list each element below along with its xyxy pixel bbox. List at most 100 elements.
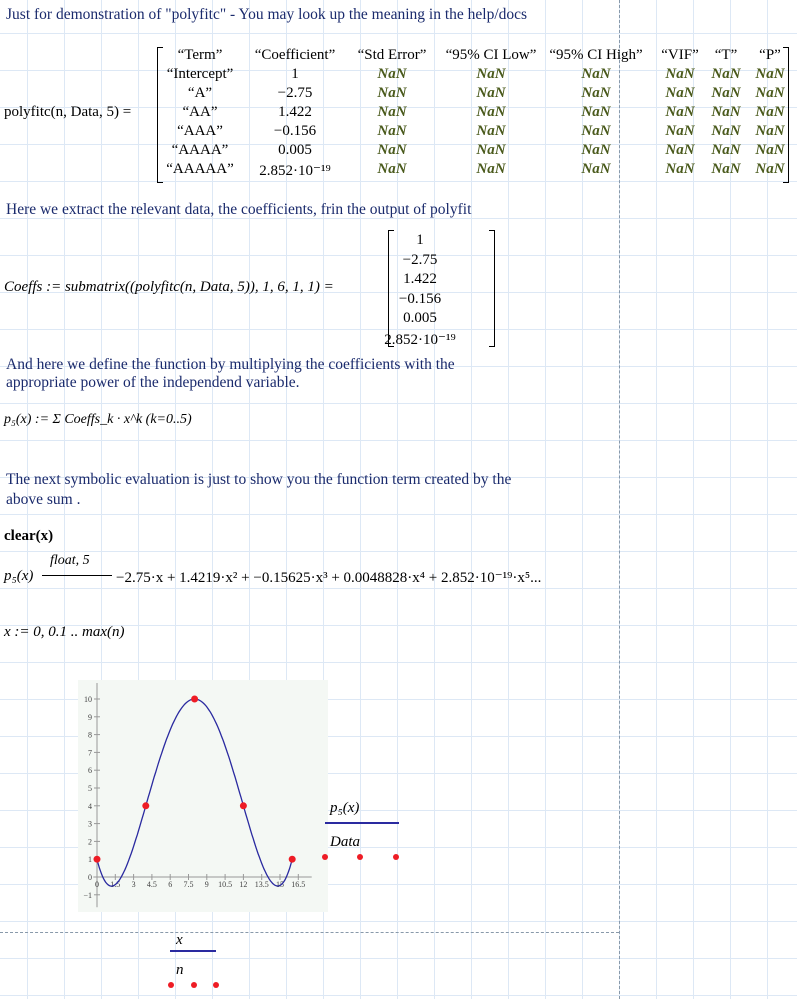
matrix-bracket-left — [157, 47, 163, 183]
data-point — [142, 802, 150, 810]
matrix-cell: NaN — [711, 85, 741, 101]
matrix-cell: NaN — [377, 142, 407, 158]
y-tick-label: 5 — [88, 784, 92, 793]
legend-x-line — [170, 950, 216, 952]
matrix-cell: 2.852·10⁻¹⁹ — [259, 163, 331, 179]
symbolic-text-2: above sum . — [6, 491, 81, 508]
matrix-cell: NaN — [581, 161, 611, 177]
data-point — [191, 695, 199, 703]
data-point — [93, 855, 101, 863]
matrix-cell: NaN — [755, 85, 785, 101]
matrix-header: “Std Error” — [357, 47, 427, 63]
x-tick-label: 15 — [276, 880, 284, 889]
legend-markers-data — [322, 854, 399, 860]
x-tick-label: 10.5 — [218, 880, 232, 889]
x-tick-label: 0 — [95, 880, 99, 889]
matrix-cell: NaN — [711, 142, 741, 158]
x-tick-label: 12 — [239, 880, 247, 889]
matrix-cell: NaN — [755, 142, 785, 158]
matrix-cell: NaN — [581, 66, 611, 82]
polyfitc-expression[interactable]: polyfitc(n, Data, 5) = — [4, 104, 132, 120]
x-tick-label: 9 — [205, 880, 209, 889]
p5-definition[interactable]: p₅(x) := Σ Coeffs_k · x^k (k=0..5) — [4, 412, 192, 427]
matrix-cell: NaN — [711, 66, 741, 82]
matrix-cell: NaN — [665, 123, 695, 139]
coeffs-value: 0.005 — [403, 310, 437, 326]
matrix-cell: NaN — [711, 104, 741, 120]
matrix-header: “P” — [759, 47, 781, 63]
clear-command[interactable]: clear(x) — [4, 528, 54, 544]
matrix-cell: NaN — [581, 123, 611, 139]
coeffs-value: 1.422 — [403, 271, 437, 287]
symbolic-arrow — [42, 575, 112, 576]
matrix-cell: NaN — [665, 104, 695, 120]
matrix-cell: “A” — [187, 85, 213, 101]
range-definition[interactable]: x := 0, 0.1 .. max(n) — [4, 624, 125, 640]
matrix-cell: NaN — [476, 85, 506, 101]
matrix-cell: NaN — [665, 161, 695, 177]
extract-text: Here we extract the relevant data, the c… — [6, 201, 472, 218]
matrix-header: “95% CI High” — [549, 47, 643, 63]
coeffs-bracket-left — [388, 230, 394, 347]
matrix-cell: 0.005 — [278, 142, 312, 158]
matrix-cell: NaN — [377, 104, 407, 120]
y-tick-label: 7 — [88, 748, 92, 757]
matrix-cell: NaN — [476, 66, 506, 82]
matrix-cell: NaN — [377, 66, 407, 82]
y-tick-label: 9 — [88, 713, 92, 722]
legend-x[interactable]: x — [176, 932, 183, 948]
matrix-cell: NaN — [377, 161, 407, 177]
data-point — [288, 855, 296, 863]
matrix-cell: “AAAA” — [171, 142, 229, 158]
matrix-cell: “AA” — [182, 104, 218, 120]
y-tick-label: 2 — [88, 837, 92, 846]
matrix-header: “Coefficient” — [254, 47, 336, 63]
matrix-cell: −0.156 — [273, 123, 317, 139]
matrix-cell: NaN — [755, 104, 785, 120]
coeffs-value: 2.852·10⁻¹⁹ — [384, 331, 456, 348]
page-boundary-horizontal — [0, 932, 619, 933]
legend-x2[interactable]: n — [176, 962, 184, 978]
matrix-cell: NaN — [665, 142, 695, 158]
y-tick-label: 3 — [88, 820, 92, 829]
define-text-2: appropriate power of the independend var… — [6, 374, 300, 391]
matrix-cell: NaN — [581, 142, 611, 158]
x-tick-label: 7.5 — [184, 880, 194, 889]
matrix-cell: NaN — [755, 66, 785, 82]
symbolic-keyword[interactable]: float, 5 — [50, 553, 90, 568]
y-tick-label: 6 — [88, 766, 92, 775]
matrix-cell: NaN — [476, 123, 506, 139]
x-tick-label: 13.5 — [255, 880, 269, 889]
matrix-header: “Term” — [177, 47, 223, 63]
matrix-bracket-right — [783, 47, 789, 183]
coeffs-value: −2.75 — [402, 251, 438, 268]
matrix-cell: “AAAAA” — [166, 161, 234, 177]
matrix-cell: NaN — [711, 123, 741, 139]
matrix-cell: NaN — [377, 123, 407, 139]
matrix-cell: NaN — [665, 85, 695, 101]
legend-x2-markers — [168, 982, 219, 988]
legend-line-p5 — [325, 822, 399, 824]
matrix-cell: NaN — [476, 104, 506, 120]
y-tick-label: 4 — [88, 802, 92, 811]
y-tick-label: −1 — [83, 891, 92, 900]
matrix-cell: NaN — [581, 104, 611, 120]
define-text-1: And here we define the function by multi… — [6, 356, 455, 373]
matrix-cell: NaN — [377, 85, 407, 101]
intro-text: Just for demonstration of "polyfitc" - Y… — [6, 6, 528, 23]
matrix-cell: NaN — [581, 85, 611, 101]
coeffs-definition[interactable]: Coeffs := submatrix((polyfitc(n, Data, 5… — [4, 279, 334, 295]
y-tick-label: 10 — [84, 695, 92, 704]
x-tick-label: 4.5 — [147, 880, 157, 889]
symbolic-lhs[interactable]: p₅(x) — [4, 568, 34, 584]
page-boundary-vertical — [619, 0, 620, 999]
legend-y-data[interactable]: Data — [330, 834, 360, 850]
y-tick-label: 1 — [88, 855, 92, 864]
plot-background — [78, 680, 328, 912]
matrix-cell: “Intercept” — [166, 66, 234, 82]
x-tick-label: 16.5 — [291, 880, 305, 889]
matrix-cell: NaN — [476, 142, 506, 158]
xy-plot[interactable]: 0 1.5 3 4.5 6 7.5 9 10.5 12 13.5 15 16.5−1012345678… — [78, 680, 328, 912]
data-point — [239, 802, 247, 810]
legend-y-p5[interactable]: p₅(x) — [330, 800, 360, 816]
